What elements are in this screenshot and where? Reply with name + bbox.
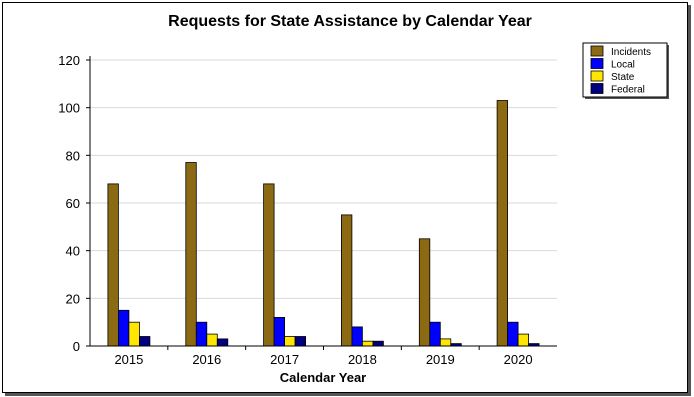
legend-label-state: State [611, 72, 635, 83]
bar-incidents-2016 [185, 162, 197, 347]
axes [89, 56, 557, 347]
bar-federal-2017 [294, 336, 307, 347]
bar-local-2019 [429, 321, 441, 347]
bar-local-2018 [351, 326, 363, 347]
legend-swatch-state [590, 70, 604, 82]
legend-swatch-local [590, 58, 604, 69]
y-tick-label: 0 [73, 339, 80, 354]
bar-incidents-2019 [418, 238, 431, 347]
legend-swatch-incidents [590, 45, 604, 57]
y-axis-ticks: 0 20 40 60 80 100 120 [58, 53, 90, 354]
y-tick-label: 60 [66, 196, 80, 211]
bar-incidents-2020 [496, 100, 509, 347]
bar-state-2017 [284, 336, 296, 347]
x-axis-label: Calendar Year [280, 370, 366, 385]
bar-state-2016 [206, 333, 218, 347]
x-axis-ticks: 2015 2016 2017 2018 2019 2020 [114, 346, 533, 367]
bars-group [107, 100, 540, 347]
bar-federal-2016 [216, 338, 229, 347]
x-tick-label: 2017 [270, 352, 299, 367]
bar-state-2015 [128, 321, 140, 347]
bar-incidents-2017 [263, 183, 275, 347]
y-tick-label: 120 [58, 53, 80, 68]
bar-local-2016 [195, 321, 208, 347]
bar-federal-2015 [138, 336, 151, 347]
chart-title: Requests for State Assistance by Calenda… [168, 13, 532, 30]
bar-federal-2018 [372, 340, 384, 347]
bar-state-2020 [517, 333, 529, 347]
x-tick-label: 2015 [114, 352, 143, 367]
legend-label-federal: Federal [611, 85, 645, 96]
bar-local-2020 [507, 321, 519, 347]
y-tick-label: 40 [66, 244, 80, 259]
legend-label-incidents: Incidents [611, 47, 651, 58]
bar-state-2019 [439, 338, 452, 347]
x-tick-label: 2016 [192, 352, 221, 367]
gridlines [90, 59, 557, 299]
bar-incidents-2018 [340, 214, 353, 347]
y-tick-label: 20 [66, 291, 80, 306]
y-tick-label: 100 [58, 101, 80, 116]
x-tick-label: 2019 [426, 352, 455, 367]
legend-swatch-federal [590, 83, 604, 94]
bar-local-2015 [118, 309, 130, 347]
bar-local-2017 [273, 316, 286, 347]
bar-incidents-2015 [107, 183, 119, 347]
y-tick-label: 80 [66, 148, 80, 163]
x-tick-label: 2020 [504, 352, 533, 367]
x-tick-label: 2018 [348, 352, 377, 367]
bar-state-2018 [361, 340, 374, 347]
legend-label-local: Local [611, 60, 635, 71]
